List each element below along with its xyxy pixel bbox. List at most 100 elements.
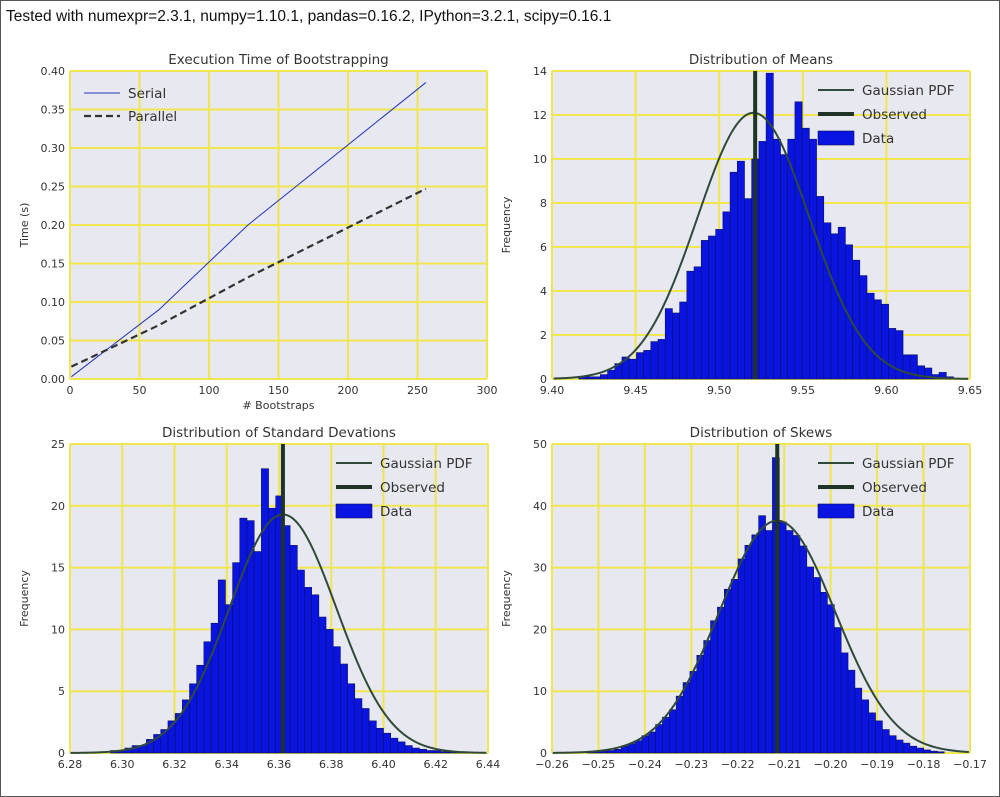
y-tick-label: 0 (540, 373, 547, 386)
histogram-bar (347, 683, 356, 754)
histogram-bar (304, 587, 312, 754)
histogram-bar (717, 606, 725, 754)
histogram-bar (710, 620, 718, 754)
histogram-bar (840, 652, 849, 754)
histogram-bar (736, 160, 745, 380)
y-tick-label: 0.40 (41, 65, 66, 78)
histogram-bar (866, 292, 875, 380)
y-tick-label: 12 (533, 109, 547, 122)
histogram-bar (882, 729, 890, 754)
histogram-bar (239, 517, 248, 754)
x-tick-label: 6.44 (476, 758, 501, 771)
x-tick-label: 0 (67, 384, 74, 397)
y-tick-label: 8 (540, 197, 547, 210)
y-tick-label: 2 (540, 329, 547, 342)
histogram-bar (433, 750, 442, 754)
x-tick-label: 6.40 (371, 758, 396, 771)
legend-label: Data (862, 504, 894, 520)
legend-label: Observed (380, 480, 445, 496)
y-tick-label: 0.35 (41, 104, 66, 117)
x-tick-label: 300 (477, 384, 498, 397)
x-tick-label: −0.22 (721, 758, 755, 771)
x-tick-label: 6.36 (267, 758, 292, 771)
histogram-bar (792, 535, 801, 754)
x-tick-label: 9.65 (958, 384, 983, 397)
histogram-bar (916, 747, 924, 754)
x-tick-label: −0.18 (907, 758, 941, 771)
histogram-bar (708, 235, 716, 380)
legend-label: Gaussian PDF (862, 456, 955, 472)
y-axis-label: Time (s) (18, 203, 31, 249)
histogram-bar (627, 743, 636, 754)
x-tick-label: −0.19 (860, 758, 894, 771)
histogram-bar (930, 750, 938, 754)
legend-label: Serial (128, 86, 166, 102)
histogram-bar (751, 534, 759, 754)
y-tick-label: 0.25 (41, 181, 66, 194)
y-tick-label: 6 (540, 241, 547, 254)
histogram-bar (830, 233, 839, 380)
histogram-bar (404, 745, 413, 754)
histogram-bar (253, 551, 262, 754)
y-tick-label: 5 (58, 685, 65, 698)
x-tick-label: −0.17 (953, 758, 987, 771)
histogram-bar (722, 211, 731, 380)
histogram-bar (614, 748, 622, 754)
histogram-bar (289, 545, 298, 754)
histogram-bar (868, 712, 876, 754)
histogram-bar (715, 229, 724, 380)
histogram-bar (600, 374, 608, 380)
x-tick-label: 50 (133, 384, 147, 397)
chart-title: Execution Time of Bootstrapping (168, 52, 388, 68)
histogram-bar (440, 751, 449, 754)
histogram-bar (411, 747, 420, 754)
histogram-bar (361, 708, 370, 754)
legend-label: Data (862, 131, 894, 147)
histogram-bar (607, 750, 615, 754)
x-tick-label: 9.55 (791, 384, 816, 397)
histogram-bar (332, 646, 341, 754)
histogram-bar (675, 695, 684, 754)
histogram-bar (662, 716, 670, 754)
histogram-bar (785, 530, 794, 754)
histogram-bar (217, 579, 226, 754)
histogram-bar (686, 270, 695, 380)
y-tick-label: 4 (540, 285, 547, 298)
series-line-serial (71, 82, 427, 378)
y-tick-label: 40 (533, 500, 547, 513)
histogram-bar (823, 222, 832, 380)
histogram-bar (296, 569, 305, 754)
histogram-bar (261, 468, 269, 754)
histogram-bar (895, 739, 904, 754)
gaussian-pdf-line (552, 519, 969, 754)
histogram-bar (648, 731, 656, 754)
chart-panel-2: 9.40 9.45 9.50 9.55 9.60 9.65 0 2 4 6 8 10 12 14 Distr… (500, 52, 982, 397)
histogram-bar (765, 530, 773, 754)
y-tick-label: 10 (533, 685, 547, 698)
y-tick-label: 0.05 (41, 335, 66, 348)
legend-swatch-data (817, 503, 855, 519)
y-tick-label: 0 (58, 747, 65, 760)
histogram-bar (368, 720, 377, 754)
histogram-bar (634, 740, 643, 754)
histogram-bar (318, 616, 327, 754)
histogram-bar (607, 369, 616, 380)
x-tick-label: 9.45 (623, 384, 648, 397)
y-tick-label: 0.00 (41, 373, 66, 386)
chart-panel-1: 0 50 100 150 200 250 300 0.00 0.05 0.10 0.15 0.20 0.… (18, 52, 498, 412)
legend-label: Parallel (128, 109, 177, 125)
x-tick-label: 6.34 (215, 758, 240, 771)
x-tick-label: 150 (268, 384, 289, 397)
histogram-bar (744, 198, 753, 380)
histogram-bar (650, 341, 659, 380)
page-title: Tested with numexpr=2.3.1, numpy=1.10.1,… (6, 8, 612, 25)
histogram-bar (924, 367, 933, 380)
x-tick-label: −0.25 (582, 758, 616, 771)
gaussian-pdf-line (70, 513, 487, 754)
histogram-bar (585, 376, 594, 380)
chart-panel-4: −0.26 −0.25 −0.24 −0.23 −0.22 −0.21 −0.20 −0.19… (500, 425, 987, 771)
histogram-bar (325, 629, 334, 754)
x-tick-label: −0.26 (535, 758, 569, 771)
y-tick-label: 0.10 (41, 296, 66, 309)
legend-label: Gaussian PDF (380, 456, 473, 472)
